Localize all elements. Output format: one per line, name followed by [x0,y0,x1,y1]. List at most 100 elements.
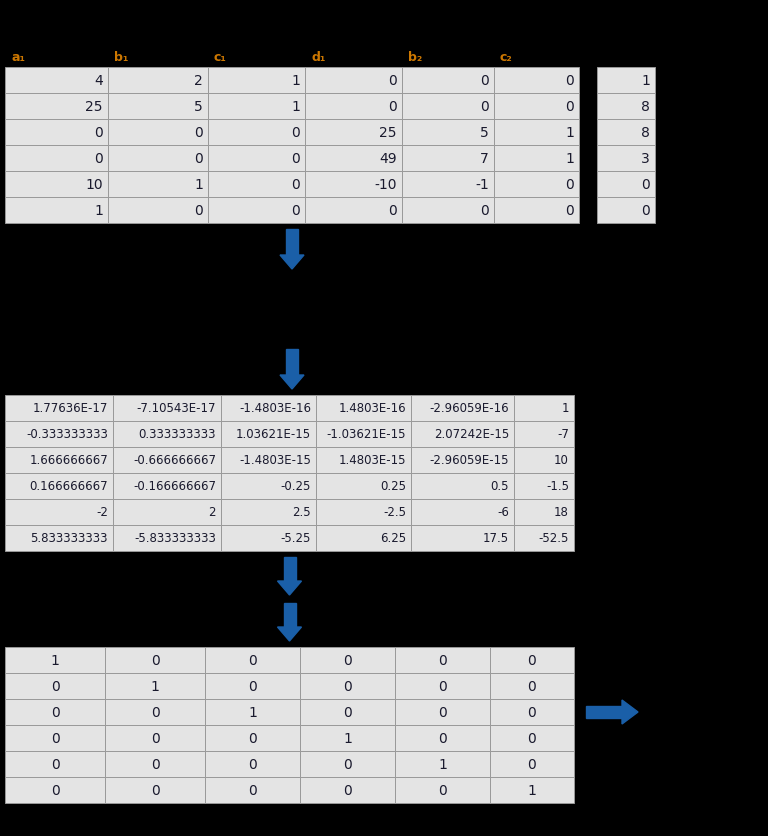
Text: 0: 0 [641,178,650,191]
Text: 0: 0 [291,204,300,217]
Text: 0: 0 [438,783,447,797]
Bar [205,647,300,673]
Text: c₂: c₂ [500,50,513,64]
Text: 1: 1 [151,679,160,693]
Bar [490,725,574,751]
Text: 0: 0 [438,653,447,667]
Text: 1.4803E-15: 1.4803E-15 [339,454,406,467]
Bar [402,145,494,171]
Bar [316,473,411,499]
Bar [490,699,574,725]
Bar [205,751,300,777]
Bar [208,198,305,224]
Text: 0: 0 [480,99,489,114]
Bar [208,46,305,68]
Text: 0: 0 [151,653,160,667]
Bar [5,46,108,68]
Bar [221,525,316,551]
Text: 0: 0 [565,178,574,191]
Text: 25: 25 [379,126,397,140]
Text: -2.96059E-15: -2.96059E-15 [429,454,509,467]
Bar [5,673,105,699]
Bar [5,499,113,525]
Text: 1: 1 [641,74,650,88]
Text: 2.5: 2.5 [293,506,311,519]
Bar [105,647,205,673]
Text: -1.03621E-15: -1.03621E-15 [326,428,406,441]
Bar [5,777,105,803]
Text: -5.833333333: -5.833333333 [134,532,216,545]
Bar [402,68,494,94]
Bar [113,447,221,473]
Bar [514,525,574,551]
Bar [597,120,655,145]
Text: 1.4803E-16: 1.4803E-16 [339,402,406,415]
Text: 0: 0 [51,705,59,719]
Text: 2: 2 [194,74,203,88]
Bar [305,145,402,171]
Bar [108,46,208,68]
Bar [411,421,514,447]
Text: 49: 49 [379,152,397,166]
Text: 7: 7 [480,152,489,166]
Bar [305,46,402,68]
Text: b₁: b₁ [114,50,128,64]
Bar [108,171,208,198]
Bar [221,395,316,421]
Text: 0: 0 [51,732,59,745]
Bar [402,46,494,68]
Bar [5,447,113,473]
Bar [316,395,411,421]
Bar [5,120,108,145]
Text: 1: 1 [248,705,257,719]
Bar [105,751,205,777]
Text: 5.833333333: 5.833333333 [31,532,108,545]
Bar [402,94,494,120]
Text: 0: 0 [291,178,300,191]
Bar [108,198,208,224]
Text: 10: 10 [85,178,103,191]
Polygon shape [280,375,304,390]
Bar [5,525,113,551]
Text: 0: 0 [438,679,447,693]
Text: 0: 0 [248,679,257,693]
Bar [108,120,208,145]
Bar [514,499,574,525]
Text: 0: 0 [389,74,397,88]
Text: -0.333333333: -0.333333333 [26,428,108,441]
Bar [300,725,395,751]
Text: 0: 0 [151,757,160,771]
Bar [208,145,305,171]
Text: -1.4803E-16: -1.4803E-16 [239,402,311,415]
Text: 2.07242E-15: 2.07242E-15 [434,428,509,441]
Bar [5,751,105,777]
Bar [113,499,221,525]
Bar [490,673,574,699]
Polygon shape [283,558,296,581]
Bar [5,725,105,751]
Text: 0: 0 [151,732,160,745]
Bar [316,447,411,473]
Text: -52.5: -52.5 [538,532,569,545]
Bar [221,499,316,525]
Bar [395,725,490,751]
Bar [205,777,300,803]
Bar [597,145,655,171]
Text: 1: 1 [438,757,447,771]
Bar [205,725,300,751]
Text: 5: 5 [194,99,203,114]
Text: 0: 0 [94,152,103,166]
Text: 0: 0 [528,679,536,693]
Bar [494,94,579,120]
Bar [490,751,574,777]
Bar [395,751,490,777]
Bar [494,145,579,171]
Text: -2.96059E-16: -2.96059E-16 [429,402,509,415]
Text: 0.25: 0.25 [380,480,406,493]
Bar [411,473,514,499]
Text: 1: 1 [565,126,574,140]
Text: 0: 0 [641,204,650,217]
Text: 0.333333333: 0.333333333 [138,428,216,441]
Bar [221,447,316,473]
Bar [411,395,514,421]
